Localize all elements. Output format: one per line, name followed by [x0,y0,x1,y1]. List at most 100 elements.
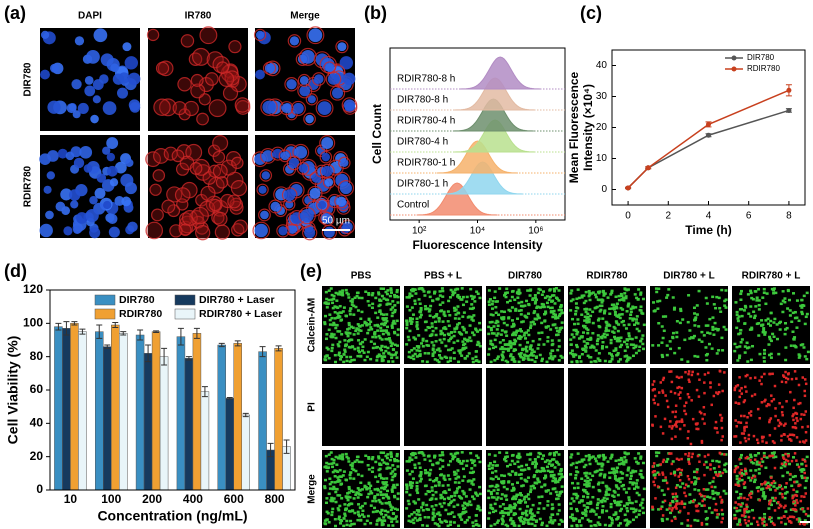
live-cell [517,289,520,292]
dead-cell [697,373,700,376]
live-cell [447,300,450,303]
live-cell [518,361,521,364]
live-cell [501,346,504,349]
live-cell [345,495,348,498]
dead-cell [749,459,752,462]
live-cell [366,356,369,359]
live-cell [417,498,420,501]
live-cell [346,524,349,527]
live-cell [612,303,615,306]
live-cell [613,326,616,329]
dead-cell [750,496,753,499]
dead-cell [703,381,706,384]
live-cell [635,500,638,503]
live-cell [557,463,560,466]
live-cell [618,313,621,316]
nucleus [328,73,339,84]
live-cell [711,460,714,463]
live-cell [382,516,385,519]
row-header: RDIR780 [23,166,34,208]
live-cell [575,466,578,469]
live-cell [348,503,351,506]
dead-cell [738,402,741,405]
live-cell [395,515,398,518]
nucleus [318,101,332,115]
live-cell [356,355,359,358]
dead-cell [782,374,785,377]
live-cell [767,323,770,326]
live-cell [706,488,709,491]
live-cell [666,508,669,511]
live-cell [334,518,337,521]
live-cell [393,322,396,325]
live-cell [539,453,542,456]
live-cell [373,333,376,336]
live-cell [418,475,421,478]
nucleus [300,76,309,85]
dead-cell [780,439,783,442]
live-cell [364,502,367,505]
live-cell [349,310,352,313]
membrane-signal [217,62,229,74]
live-cell [627,496,630,499]
live-cell [477,293,480,296]
live-cell [357,349,360,352]
live-cell [767,343,770,346]
membrane-signal [197,113,209,125]
dead-cell [805,383,808,386]
live-cell [336,312,339,315]
membrane-signal [178,78,191,91]
live-cell [588,502,591,505]
live-cell [638,346,641,349]
live-cell [673,471,676,474]
live-cell [553,474,556,477]
dead-cell [740,503,743,506]
live-cell [520,516,523,519]
live-cell [343,517,346,520]
live-cell [711,328,714,331]
bar [70,323,78,490]
y-tick-label: 10 [596,153,608,164]
dead-cell [760,465,763,468]
live-cell [604,360,607,363]
dead-cell [737,384,740,387]
dead-cell [715,509,718,512]
live-cell [553,310,556,313]
live-cell [717,349,720,352]
dead-cell [701,523,704,526]
live-cell [546,525,549,528]
dead-cell [783,506,786,509]
dead-cell [698,460,701,463]
live-cell [396,320,399,323]
live-cell [505,494,508,497]
dead-cell [778,402,781,405]
membrane-signal [162,200,175,213]
live-cell [626,502,629,505]
live-cell [750,359,753,362]
live-cell [497,519,500,522]
live-cell [334,354,337,357]
live-cell [471,357,474,360]
live-cell [431,489,434,492]
nucleus [259,186,267,194]
live-cell [798,519,801,522]
live-cell [733,343,736,346]
live-cell [513,512,516,515]
live-cell [493,489,496,492]
live-cell [331,466,334,469]
live-cell [423,294,426,297]
live-cell [457,361,460,364]
live-cell [556,513,559,516]
live-cell [413,300,416,303]
live-cell [549,288,552,291]
live-cell [561,485,564,488]
live-cell [725,492,728,495]
live-cell [329,335,332,338]
live-cell [598,299,601,302]
live-cell [549,296,552,299]
live-cell [754,479,757,482]
live-cell [512,290,515,293]
live-cell [363,523,366,526]
live-cell [366,496,369,499]
live-cell [447,340,450,343]
